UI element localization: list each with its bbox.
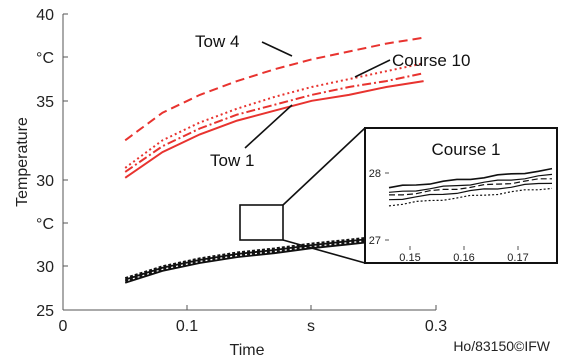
y-tick-label: °C bbox=[36, 50, 54, 67]
inset-series-line-1 bbox=[388, 173, 553, 193]
inset-frame bbox=[364, 127, 558, 264]
x-tick-label: 0.3 bbox=[425, 318, 447, 335]
y-tick-label: 30 bbox=[36, 173, 54, 190]
annotation-tow-4-pointer bbox=[261, 41, 293, 57]
inset-x-tick-label: 0.17 bbox=[507, 252, 528, 264]
y-tick-label: 35 bbox=[36, 94, 54, 111]
inset-series-line-4 bbox=[388, 187, 553, 207]
annotation-tow-1: Tow 1 bbox=[210, 151, 254, 170]
series-line-3 bbox=[124, 80, 424, 179]
inset-y-tick-label: 28 bbox=[369, 168, 381, 180]
series-line-1 bbox=[124, 62, 424, 169]
main-axes bbox=[62, 14, 436, 311]
credit-label: Ho/83150©IFW bbox=[453, 338, 550, 354]
x-tick-label: 0.1 bbox=[176, 318, 198, 335]
inset-series-line-0 bbox=[388, 167, 553, 189]
series-line-2 bbox=[124, 72, 424, 173]
inset-series-line-3 bbox=[388, 182, 553, 201]
x-axis-title: Time bbox=[230, 342, 265, 359]
inset-series-layer bbox=[388, 167, 553, 207]
annotation-tow-4: Tow 4 bbox=[195, 32, 239, 51]
series-line-0 bbox=[124, 36, 424, 142]
x-tick-label: 0 bbox=[59, 318, 68, 335]
y-tick-label: °C bbox=[36, 216, 54, 233]
x-tick-label: s bbox=[307, 318, 315, 335]
inset-series-line-2 bbox=[389, 178, 552, 196]
inset-title: Course 1 bbox=[432, 140, 501, 159]
annotation-course-10: Course 10 bbox=[392, 51, 470, 70]
inset-y-tick-label: 27 bbox=[369, 235, 381, 247]
zoom-box bbox=[239, 204, 284, 241]
inset-x-tick-label: 0.15 bbox=[399, 252, 420, 264]
zoom-connector-bottom bbox=[282, 239, 366, 264]
inset-x-tick-label: 0.16 bbox=[453, 252, 474, 264]
y-tick-label: 40 bbox=[36, 7, 54, 24]
inset-panel: Course 1 28 27 0.15 0.16 0.17 bbox=[364, 127, 558, 264]
zoom-connector-top bbox=[282, 127, 366, 206]
x-ticks: 0 0.1 s 0.3 bbox=[59, 305, 447, 335]
y-tick-label: 25 bbox=[36, 303, 54, 320]
annotation-course-10-pointer bbox=[354, 59, 391, 78]
y-axis-title: Temperature bbox=[14, 117, 31, 207]
annotation-tow-1-pointer bbox=[244, 104, 293, 149]
y-ticks: 25 30 °C 30 35 °C 40 bbox=[36, 7, 68, 320]
y-tick-label: 30 bbox=[36, 259, 54, 276]
